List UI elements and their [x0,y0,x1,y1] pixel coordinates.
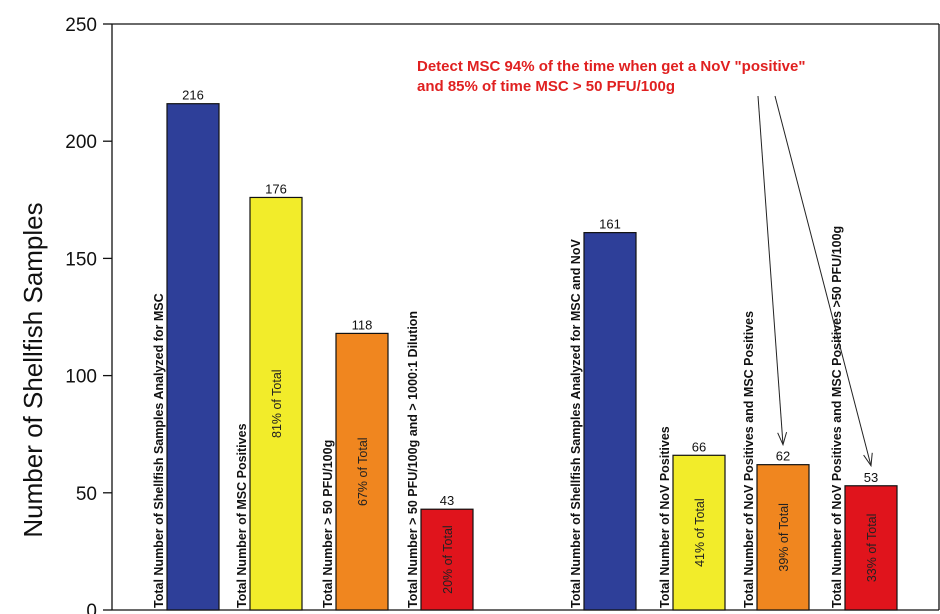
annotation-line-1: Detect MSC 94% of the time when get a No… [417,58,805,75]
bar-value-label-4: 43 [440,493,454,508]
annotation-arrowhead-1 [777,432,788,447]
category-label-8: Total Number of NoV Positives and MSC Po… [830,226,844,608]
bar-1 [166,103,220,611]
chart-bars [166,103,898,611]
y-axis-label: Number of Shellfish Samples [18,202,48,537]
category-label-5: Total Number of Shellfish Samples Analyz… [569,239,583,608]
bar-6 [672,454,726,611]
annotation-arrow-2 [774,95,872,466]
bar-2 [249,196,303,611]
bar-percent-label-2: 81% of Total [270,369,284,438]
y-tick-label-200: 200 [65,132,97,153]
category-label-4: Total Number > 50 PFU/100g and > 1000:1 … [406,311,420,608]
chart-annotation: Detect MSC 94% of the time when get a No… [417,58,873,468]
bar-percent-label-6: 41% of Total [693,498,707,567]
y-tick-label-0: 0 [86,601,97,614]
bar-percent-label-8: 33% of Total [865,514,879,583]
y-tick-label-150: 150 [65,249,97,270]
y-tick-label-50: 50 [76,484,97,505]
chart-labels: 216 Total Number of Shellfish Samples Ana… [152,88,879,608]
bar-4 [420,508,474,611]
category-label-6: Total Number of NoV Positives [658,426,672,608]
annotation-line-2: and 85% of time MSC > 50 PFU/100g [417,78,675,95]
bar-percent-label-7: 39% of Total [777,503,791,572]
bar-value-label-8: 53 [864,470,878,485]
category-label-2: Total Number of MSC Positives [235,423,249,608]
y-tick-label-100: 100 [65,367,97,388]
bar-7 [756,464,810,611]
category-label-7: Total Number of NoV Positives and MSC Po… [742,311,756,608]
category-label-3: Total Number > 50 PFU/100g [321,440,335,608]
bar-5 [583,232,637,611]
bar-value-label-5: 161 [599,217,621,232]
bar-value-label-2: 176 [265,181,287,196]
bar-percent-label-3: 67% of Total [356,437,370,506]
bar-8 [844,485,898,611]
bar-value-label-1: 216 [182,88,204,103]
bar-3 [335,332,389,611]
y-tick-label-250: 250 [65,15,97,36]
bar-value-label-7: 62 [776,449,790,464]
annotation-arrowhead-2 [863,452,873,468]
annotation-arrow-1 [757,95,784,445]
bar-value-label-6: 66 [692,439,706,454]
bar-percent-label-4: 20% of Total [441,525,455,594]
category-label-1: Total Number of Shellfish Samples Analyz… [152,293,166,608]
bar-value-label-3: 118 [352,317,373,332]
